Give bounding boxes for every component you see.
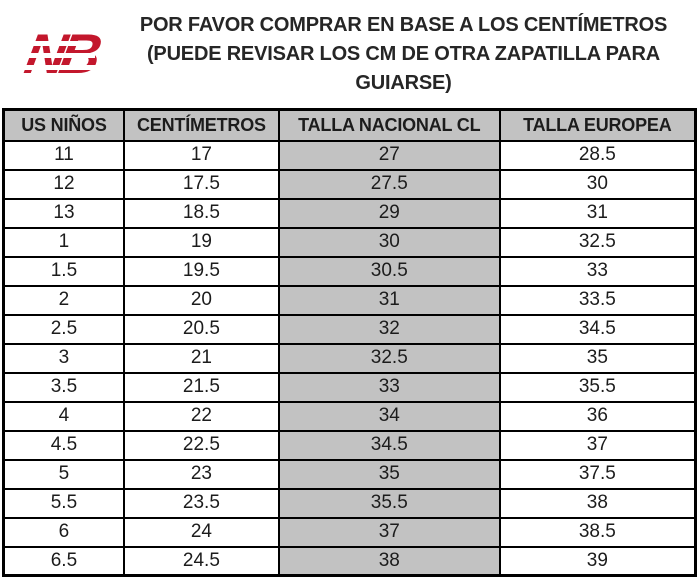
table-cell: 35 bbox=[498, 342, 697, 374]
table-cell: 2 bbox=[2, 284, 125, 316]
table-cell: 11 bbox=[2, 139, 125, 171]
table-cell: 34.5 bbox=[498, 313, 697, 345]
top-banner: NB POR FAVOR COMPRAR EN BASE A LOS CENTÍ… bbox=[0, 0, 699, 108]
table-cell: 38 bbox=[277, 545, 501, 577]
table-cell: 28.5 bbox=[498, 139, 697, 171]
table-cell: 32.5 bbox=[498, 226, 697, 258]
column-header-3: TALLA NACIONAL CL bbox=[277, 108, 501, 142]
table-cell: 13 bbox=[2, 197, 125, 229]
table-cell: 1 bbox=[2, 226, 125, 258]
table-cell: 3 bbox=[2, 342, 125, 374]
table-row: 5 23 35 37.5 bbox=[2, 458, 697, 490]
table-cell: 19 bbox=[122, 226, 280, 258]
table-header-row: US NIÑOS CENTÍMETROS TALLA NACIONAL CL TALL… bbox=[2, 108, 697, 142]
table-cell: 23 bbox=[122, 458, 280, 490]
table-cell: 19.5 bbox=[122, 255, 280, 287]
table-cell: 2.5 bbox=[2, 313, 125, 345]
table-cell: 38 bbox=[498, 487, 697, 519]
table-cell: 12 bbox=[2, 168, 125, 200]
headline: POR FAVOR COMPRAR EN BASE A LOS CENTÍMET… bbox=[136, 11, 699, 98]
table-cell: 21 bbox=[122, 342, 280, 374]
table-cell: 20.5 bbox=[122, 313, 280, 345]
column-header-2: CENTÍMETROS bbox=[122, 108, 280, 142]
size-table: US NIÑOS CENTÍMETROS TALLA NACIONAL CL TALL… bbox=[2, 108, 697, 577]
table-cell: 27 bbox=[277, 139, 501, 171]
table-cell: 37 bbox=[498, 429, 697, 461]
table-cell: 21.5 bbox=[122, 371, 280, 403]
table-cell: 20 bbox=[122, 284, 280, 316]
table-cell: 23.5 bbox=[122, 487, 280, 519]
headline-line1: POR FAVOR COMPRAR EN BASE A LOS CENTÍMET… bbox=[139, 13, 668, 36]
table-cell: 24.5 bbox=[122, 545, 280, 577]
table-cell: 5 bbox=[2, 458, 125, 490]
table-cell: 6 bbox=[2, 516, 125, 548]
table-cell: 37 bbox=[277, 516, 501, 548]
table-cell: 22.5 bbox=[122, 429, 280, 461]
table-row: 6 24 37 38.5 bbox=[2, 516, 697, 548]
column-header-1: US NIÑOS bbox=[2, 108, 125, 142]
table-cell: 18.5 bbox=[122, 197, 280, 229]
table-cell: 35.5 bbox=[498, 371, 697, 403]
headline-line2: (PUEDE REVISAR LOS CM DE OTRA ZAPATILLA … bbox=[146, 42, 661, 94]
column-header-4: TALLA EUROPEA bbox=[498, 108, 697, 142]
table-cell: 39 bbox=[498, 545, 697, 577]
table-cell: 1.5 bbox=[2, 255, 125, 287]
new-balance-logo-text: NB bbox=[20, 22, 101, 85]
table-row: 3 21 32.5 35 bbox=[2, 342, 697, 374]
table-cell: 22 bbox=[122, 400, 280, 432]
table-row: 4.5 22.5 34.5 37 bbox=[2, 429, 697, 461]
table-cell: 35.5 bbox=[277, 487, 501, 519]
table-body: 11 17 27 28.5 12 17.5 27.5 30 13 18.5 29 31 1 19 30 32.… bbox=[2, 139, 697, 577]
table-cell: 31 bbox=[277, 284, 501, 316]
table-row: 2.5 20.5 32 34.5 bbox=[2, 313, 697, 345]
table-cell: 34 bbox=[277, 400, 501, 432]
table-cell: 30 bbox=[498, 168, 697, 200]
table-cell: 24 bbox=[122, 516, 280, 548]
table-row: 3.5 21.5 33 35.5 bbox=[2, 371, 697, 403]
new-balance-logo: NB bbox=[18, 21, 136, 87]
table-row: 6.5 24.5 38 39 bbox=[2, 545, 697, 577]
table-cell: 4 bbox=[2, 400, 125, 432]
table-row: 4 22 34 36 bbox=[2, 400, 697, 432]
table-cell: 38.5 bbox=[498, 516, 697, 548]
table-cell: 36 bbox=[498, 400, 697, 432]
table-row: 12 17.5 27.5 30 bbox=[2, 168, 697, 200]
table-cell: 5.5 bbox=[2, 487, 125, 519]
table-cell: 30.5 bbox=[277, 255, 501, 287]
table-cell: 37.5 bbox=[498, 458, 697, 490]
table-cell: 32.5 bbox=[277, 342, 501, 374]
table-cell: 17.5 bbox=[122, 168, 280, 200]
table-cell: 27.5 bbox=[277, 168, 501, 200]
table-cell: 35 bbox=[277, 458, 501, 490]
table-cell: 4.5 bbox=[2, 429, 125, 461]
table-row: 2 20 31 33.5 bbox=[2, 284, 697, 316]
table-cell: 33 bbox=[498, 255, 697, 287]
table-cell: 34.5 bbox=[277, 429, 501, 461]
table-cell: 3.5 bbox=[2, 371, 125, 403]
table-cell: 32 bbox=[277, 313, 501, 345]
table-cell: 31 bbox=[498, 197, 697, 229]
table-cell: 30 bbox=[277, 226, 501, 258]
table-row: 1 19 30 32.5 bbox=[2, 226, 697, 258]
table-cell: 29 bbox=[277, 197, 501, 229]
table-row: 11 17 27 28.5 bbox=[2, 139, 697, 171]
table-cell: 33.5 bbox=[498, 284, 697, 316]
table-row: 5.5 23.5 35.5 38 bbox=[2, 487, 697, 519]
table-cell: 17 bbox=[122, 139, 280, 171]
table-row: 1.5 19.5 30.5 33 bbox=[2, 255, 697, 287]
table-row: 13 18.5 29 31 bbox=[2, 197, 697, 229]
table-cell: 33 bbox=[277, 371, 501, 403]
table-cell: 6.5 bbox=[2, 545, 125, 577]
